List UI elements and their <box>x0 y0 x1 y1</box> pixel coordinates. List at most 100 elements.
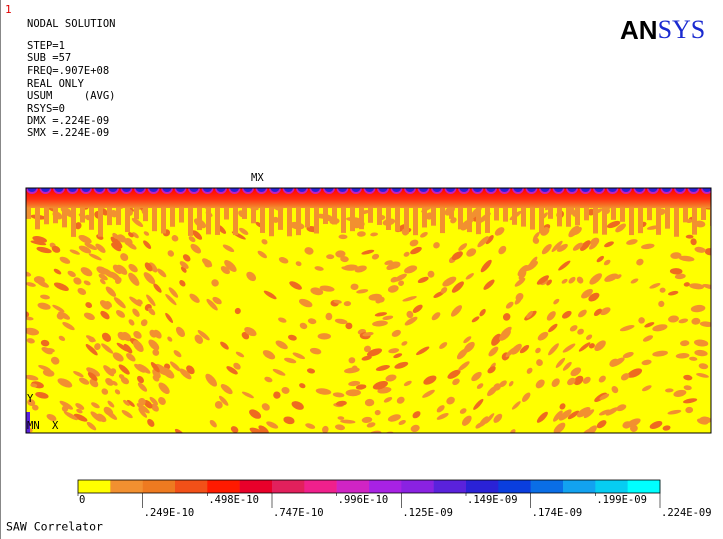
edge-streak <box>197 188 202 231</box>
contour-band <box>355 384 367 390</box>
contour-band <box>192 230 203 240</box>
legend-label: .125E-09 <box>402 507 453 519</box>
contour-band <box>26 282 36 287</box>
contour-band <box>487 366 496 374</box>
contour-band <box>696 418 709 425</box>
contour-band <box>310 287 324 296</box>
legend-swatch <box>336 480 370 493</box>
contour-band <box>175 326 186 338</box>
contour-band <box>100 310 110 320</box>
contour-band <box>123 343 133 354</box>
logo-bold: AN <box>620 15 658 45</box>
contour-band <box>586 334 593 340</box>
edge-streak <box>404 188 409 234</box>
edge-streak <box>314 188 319 234</box>
contour-band <box>388 348 400 354</box>
contour-band <box>611 386 619 394</box>
contour-band <box>576 407 591 418</box>
contour-band <box>26 338 35 344</box>
contour-band <box>535 347 541 354</box>
edge-streak <box>692 188 697 235</box>
contour-band <box>493 413 503 423</box>
contour-band <box>471 371 482 382</box>
contour-band <box>167 336 173 342</box>
contour-band <box>561 278 568 284</box>
edge-streak <box>638 188 643 234</box>
legend-swatch <box>142 480 176 493</box>
contour-band <box>182 254 191 262</box>
edge-scallop <box>338 188 347 192</box>
edge-streak <box>71 188 76 237</box>
contour-band <box>357 231 366 237</box>
edge-streak <box>233 188 238 236</box>
legend-label: .149E-09 <box>467 494 518 506</box>
edge-scallop <box>554 188 563 192</box>
contour-band <box>479 416 489 427</box>
contour-band <box>548 323 558 333</box>
contour-band <box>241 391 254 399</box>
edge-scallop <box>297 188 307 192</box>
edge-scallop <box>311 188 320 192</box>
contour-band <box>476 383 484 389</box>
contour-band <box>446 396 455 405</box>
contour-band <box>284 357 297 364</box>
contour-band <box>691 317 701 325</box>
contour-band <box>27 399 36 407</box>
contour-band <box>693 339 709 347</box>
contour-band <box>596 255 605 263</box>
contour-band <box>436 412 449 420</box>
legend-swatch <box>563 480 596 493</box>
contour-band <box>78 245 92 254</box>
contour-band <box>112 352 124 362</box>
contour-band <box>406 310 414 319</box>
contour-band <box>463 341 475 353</box>
contour-band <box>505 347 516 358</box>
contour-band <box>702 284 711 290</box>
contour-band <box>535 379 545 389</box>
edge-streak <box>152 188 157 232</box>
contour-band <box>111 380 118 386</box>
contour-band <box>149 329 157 338</box>
edge-scallop <box>446 188 455 192</box>
contour-band <box>683 398 698 404</box>
contour-band <box>110 210 118 218</box>
contour-band <box>505 301 514 309</box>
contour-band <box>36 280 49 288</box>
contour-band <box>673 389 687 397</box>
contour-band <box>179 280 186 287</box>
contour-band <box>519 344 530 354</box>
contour-band <box>40 339 50 347</box>
legend-label: .199E-09 <box>596 494 647 506</box>
legend-label: .224E-09 <box>661 507 712 519</box>
contour-band <box>638 317 645 324</box>
contour-band <box>694 349 708 357</box>
contour-band <box>553 422 566 433</box>
contour-band <box>32 404 39 411</box>
edge-streak <box>269 188 274 237</box>
legend-swatch <box>78 480 111 493</box>
contour-band <box>636 258 644 266</box>
contour-band <box>315 388 332 395</box>
edge-scallop <box>581 188 590 192</box>
contour-band <box>101 343 114 354</box>
edge-scallop <box>243 188 253 192</box>
contour-band <box>234 307 241 315</box>
contour-band <box>103 365 115 377</box>
contour-band <box>335 250 346 258</box>
contour-band <box>128 232 134 238</box>
contour-band <box>120 377 130 385</box>
contour-band <box>319 285 335 292</box>
contour-band <box>423 375 437 385</box>
contour-band <box>410 246 422 255</box>
contour-band <box>572 242 583 251</box>
contour-band <box>698 363 709 370</box>
contour-band <box>186 365 195 375</box>
contour-band <box>326 254 335 260</box>
contour-band <box>479 308 486 317</box>
contour-band <box>77 288 87 295</box>
contour-band <box>299 383 306 389</box>
contour-band <box>372 320 388 327</box>
legend-swatch <box>595 480 628 493</box>
contour-band <box>212 296 222 305</box>
